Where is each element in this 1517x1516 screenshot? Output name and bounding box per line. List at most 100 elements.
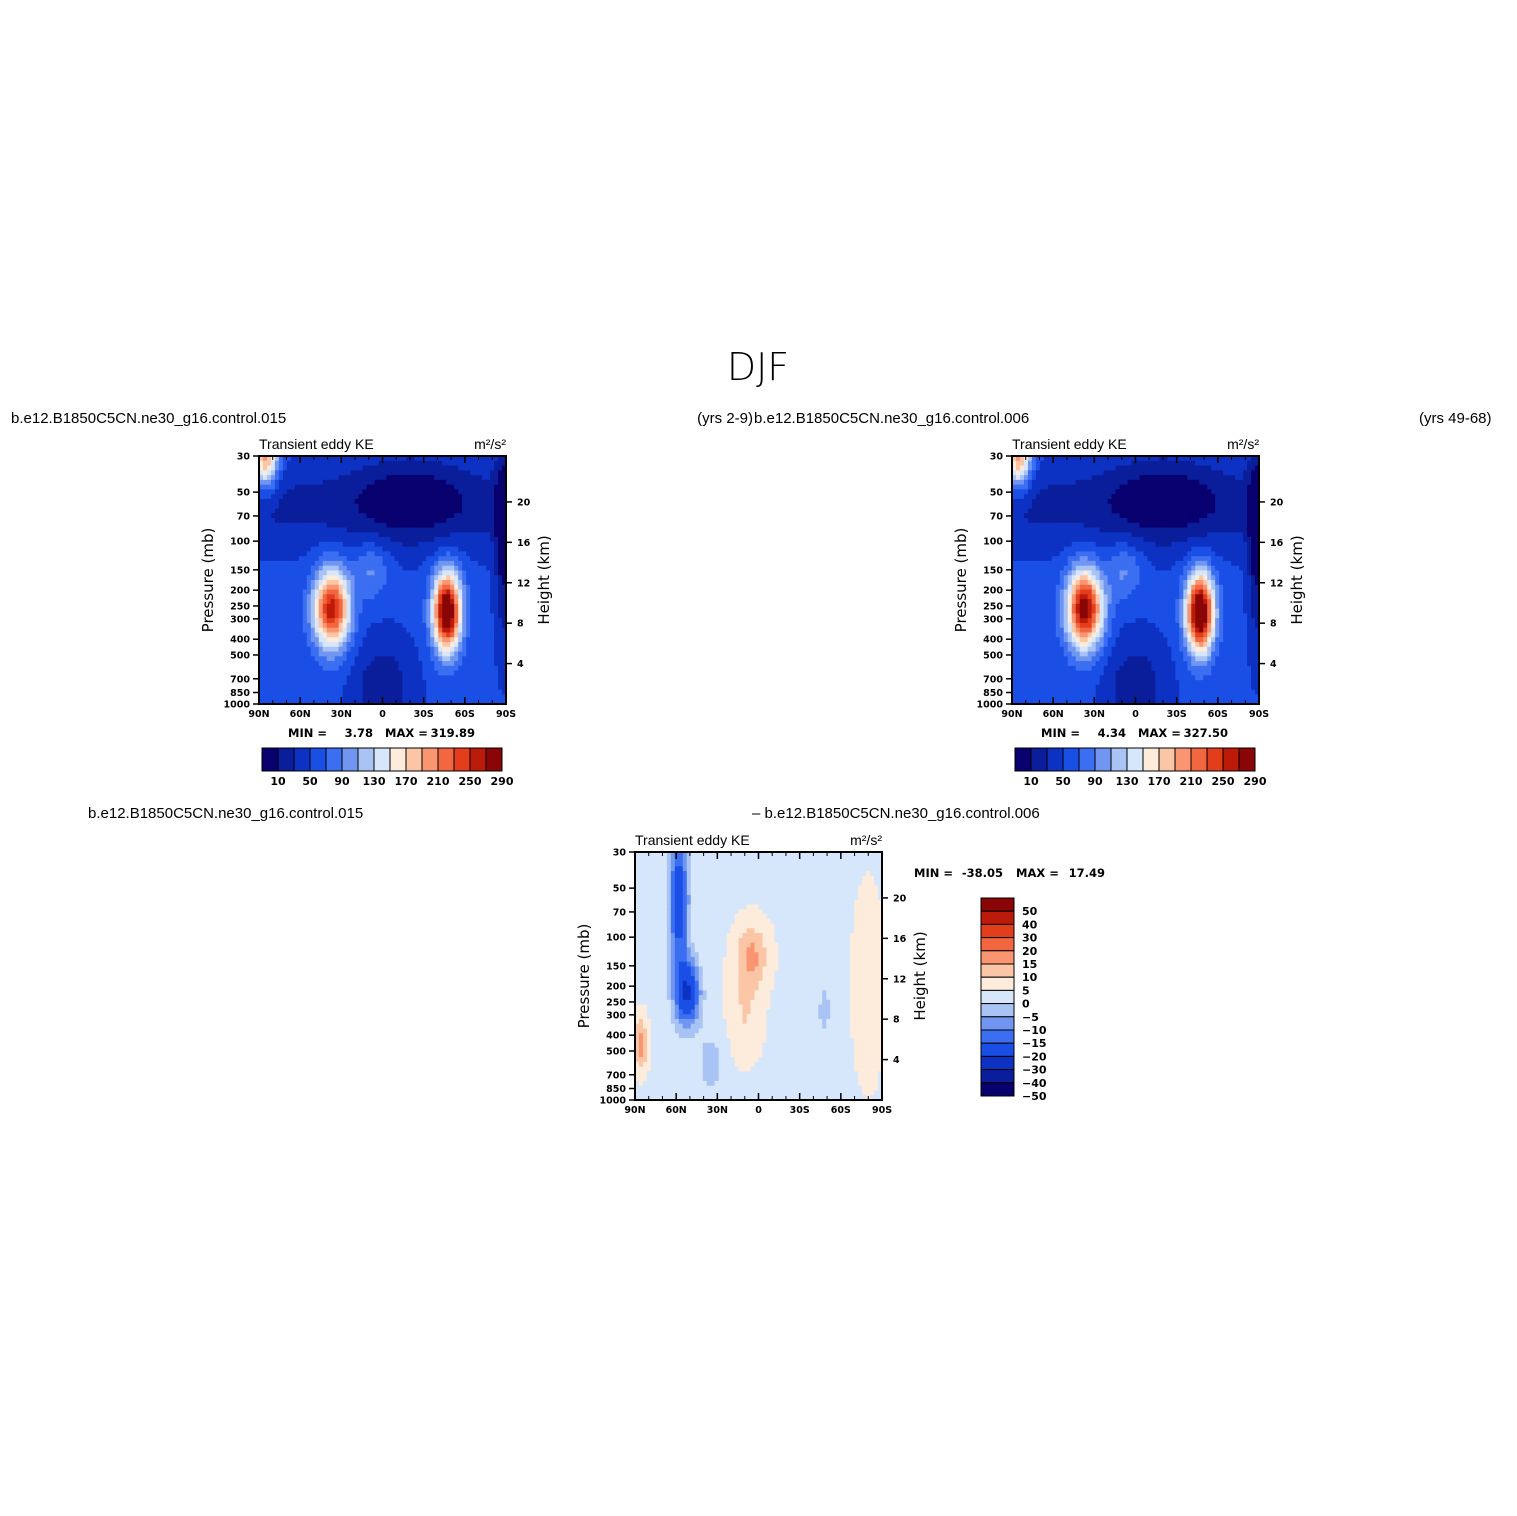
field-cell xyxy=(266,613,272,619)
field-cell xyxy=(458,699,463,705)
field-cell xyxy=(414,556,419,562)
field-cell xyxy=(1039,642,1045,648)
field-cell xyxy=(1107,527,1113,533)
field-cell xyxy=(370,479,376,486)
field-cell xyxy=(470,589,475,595)
field-cell xyxy=(354,632,360,638)
field-cell xyxy=(438,684,443,691)
field-cell xyxy=(346,699,352,705)
field-cell xyxy=(270,651,276,657)
field-cell xyxy=(1087,613,1093,619)
field-cell xyxy=(498,513,503,519)
field-cell xyxy=(1063,560,1069,567)
field-cell xyxy=(1055,503,1061,510)
field-cell xyxy=(450,694,455,700)
field-cell xyxy=(342,689,348,696)
field-cell xyxy=(438,689,443,696)
field-cell xyxy=(442,627,447,634)
field-cell xyxy=(430,522,435,529)
field-cell xyxy=(502,470,507,476)
field-cell xyxy=(1131,675,1137,681)
field-cell xyxy=(1067,513,1073,519)
field-cell xyxy=(274,470,280,476)
field-cell xyxy=(346,494,352,500)
field-cell xyxy=(1111,661,1117,667)
field-cell xyxy=(262,584,268,591)
field-cell xyxy=(422,465,427,471)
field-cell xyxy=(482,541,487,548)
field-cell xyxy=(1123,503,1129,510)
field-cell xyxy=(1027,694,1033,700)
field-cell xyxy=(278,589,284,595)
field-cell xyxy=(1039,613,1045,619)
min-value: 3.78 xyxy=(345,726,373,740)
field-cell xyxy=(1059,551,1065,557)
field-cell xyxy=(1099,470,1105,476)
field-cell xyxy=(1055,456,1061,462)
field-cell xyxy=(306,560,312,567)
field-cell xyxy=(394,656,400,662)
field-cell xyxy=(490,565,495,572)
field-cell xyxy=(1111,675,1117,681)
field-cell xyxy=(266,627,272,634)
field-cell xyxy=(478,522,483,529)
field-cell xyxy=(298,699,304,705)
field-cell xyxy=(290,675,296,681)
field-cell xyxy=(358,627,364,634)
field-cell xyxy=(414,684,419,691)
field-cell xyxy=(1135,522,1141,529)
field-cell xyxy=(350,580,356,586)
field-cell xyxy=(286,675,292,681)
field-cell xyxy=(1091,651,1097,657)
field-cell xyxy=(1055,527,1061,533)
field-cell xyxy=(406,465,411,471)
field-cell xyxy=(354,565,360,572)
field-cell xyxy=(422,599,427,605)
field-cell xyxy=(354,570,360,576)
field-cell xyxy=(442,689,447,696)
field-cell xyxy=(326,618,332,624)
field-cell xyxy=(454,479,459,486)
field-cell xyxy=(386,503,392,510)
field-cell xyxy=(426,637,431,643)
field-cell xyxy=(502,546,507,552)
field-cell xyxy=(1123,508,1129,514)
field-cell xyxy=(1035,694,1041,700)
field-cell xyxy=(342,532,348,538)
field-cell xyxy=(1039,651,1045,657)
field-cell xyxy=(1023,460,1029,467)
field-cell xyxy=(438,594,443,600)
field-cell xyxy=(342,589,348,595)
field-cell xyxy=(302,565,308,572)
field-cell xyxy=(346,532,352,538)
field-cell xyxy=(478,475,483,481)
field-cell xyxy=(406,508,411,514)
field-cell xyxy=(1019,527,1025,533)
field-cell xyxy=(462,465,467,471)
field-cell xyxy=(314,627,320,634)
field-cell xyxy=(290,489,296,495)
field-cell xyxy=(486,527,491,533)
field-cell xyxy=(446,646,451,653)
field-cell xyxy=(486,603,491,610)
field-cell xyxy=(1055,556,1061,562)
field-cell xyxy=(386,465,392,471)
field-cell xyxy=(434,508,439,514)
field-cell xyxy=(1067,546,1073,552)
field-cell xyxy=(1135,618,1141,624)
field-cell xyxy=(274,618,280,624)
field-cell xyxy=(418,575,423,581)
field-cell xyxy=(366,460,372,467)
field-cell xyxy=(342,498,348,505)
field-cell xyxy=(462,556,467,562)
field-cell xyxy=(318,522,324,529)
field-cell xyxy=(282,680,288,686)
field-cell xyxy=(490,546,495,552)
field-cell xyxy=(318,503,324,510)
field-cell xyxy=(442,675,447,681)
field-cell xyxy=(314,651,320,657)
y-tick-label: 30 xyxy=(237,452,251,463)
field-cell xyxy=(322,632,328,638)
field-cell xyxy=(1047,665,1053,672)
field-cell xyxy=(430,503,435,510)
